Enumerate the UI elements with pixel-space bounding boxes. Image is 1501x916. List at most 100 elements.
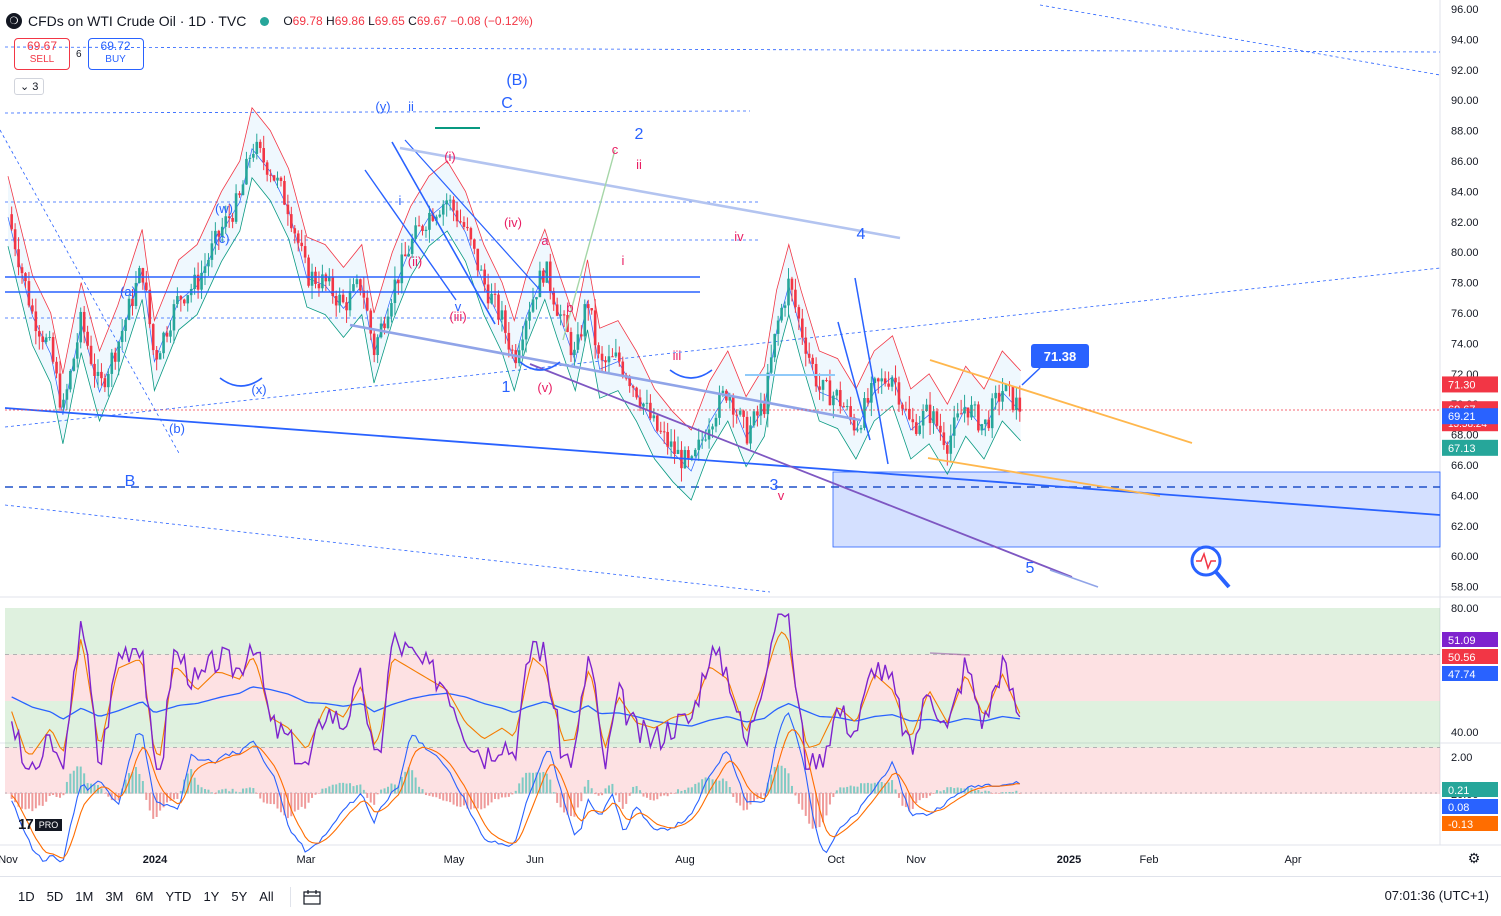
candle-body bbox=[217, 230, 221, 237]
time-axis-label: May bbox=[444, 854, 465, 866]
macd-histogram-bar bbox=[138, 773, 141, 794]
macd-value-text: -0.13 bbox=[1448, 819, 1473, 831]
candle-body bbox=[749, 425, 752, 444]
candle-body bbox=[659, 430, 663, 432]
timeframe-1m[interactable]: 1M bbox=[75, 889, 94, 904]
macd-histogram-bar bbox=[697, 782, 700, 794]
candle-body bbox=[200, 272, 203, 290]
macd-histogram-bar bbox=[34, 793, 37, 809]
timeframe-5y[interactable]: 5Y bbox=[231, 889, 248, 904]
timeframe-1d[interactable]: 1D bbox=[18, 889, 35, 904]
timeframe-1y[interactable]: 1Y bbox=[203, 889, 220, 904]
macd-value-tag bbox=[1442, 799, 1498, 814]
candle-body bbox=[908, 408, 911, 420]
sell-button[interactable]: 69.67 SELL bbox=[14, 38, 70, 70]
macd-histogram-bar bbox=[673, 793, 676, 794]
macd-histogram-bar bbox=[507, 793, 510, 797]
clock-timezone[interactable]: 07:01:36 (UTC+1) bbox=[1384, 888, 1489, 903]
macd-histogram-bar bbox=[542, 771, 545, 794]
calendar-range-icon[interactable] bbox=[301, 888, 323, 906]
wave-label: (B) bbox=[506, 72, 527, 89]
candle-body bbox=[500, 310, 504, 320]
macd-histogram-bar bbox=[286, 793, 289, 819]
channel-dotted-line bbox=[1039, 4, 1441, 76]
symbol-title[interactable]: CFDs on WTI Crude Oil · 1D · TVC bbox=[28, 13, 247, 29]
divider bbox=[289, 886, 291, 907]
macd-histogram-bar bbox=[573, 793, 576, 817]
candle-body bbox=[738, 410, 742, 415]
macd-histogram-bar bbox=[307, 793, 310, 803]
candle-body bbox=[134, 282, 138, 307]
macd-histogram-bar bbox=[24, 793, 27, 810]
timeframe-5d[interactable]: 5D bbox=[46, 889, 64, 904]
buy-button[interactable]: 69.72 BUY bbox=[87, 38, 144, 70]
candle-body bbox=[693, 449, 697, 457]
channel-dotted-line bbox=[4, 110, 751, 114]
candle-body bbox=[842, 406, 846, 408]
candle-body bbox=[614, 352, 618, 357]
settings-gear-icon[interactable]: ⚙ bbox=[1467, 850, 1481, 866]
macd-histogram-bar bbox=[742, 793, 745, 811]
price-chart[interactable]: (B)C(y) ii(w)(c)(a)(x)(b)B12345iv(i)(ii)(… bbox=[0, 0, 1501, 876]
macd-histogram-bar bbox=[991, 793, 994, 794]
candle-body bbox=[258, 141, 262, 149]
candle-body bbox=[507, 332, 511, 350]
macd-histogram-bar bbox=[663, 793, 666, 796]
macd-histogram-bar bbox=[400, 776, 403, 794]
candle-body bbox=[20, 267, 24, 274]
time-axis-label: Feb bbox=[1140, 854, 1159, 866]
macd-histogram-bar bbox=[822, 793, 825, 823]
price-axis-tick: 88.00 bbox=[1451, 126, 1479, 138]
timeframe-all[interactable]: All bbox=[259, 889, 274, 904]
timeframe-ytd[interactable]: YTD bbox=[165, 889, 192, 904]
candle-body bbox=[631, 386, 635, 388]
candle-body bbox=[797, 307, 801, 319]
rsi-overbought-zone bbox=[5, 608, 1440, 655]
macd-histogram-bar bbox=[76, 766, 79, 794]
candle-body bbox=[82, 311, 86, 332]
macd-histogram-bar bbox=[435, 793, 438, 798]
candle-body bbox=[742, 410, 745, 417]
macd-histogram-bar bbox=[632, 786, 635, 794]
candle-body bbox=[262, 148, 265, 163]
candle-body bbox=[645, 402, 649, 404]
macd-histogram-bar bbox=[704, 777, 707, 794]
macd-histogram-bar bbox=[590, 788, 593, 794]
macd-histogram-bar bbox=[566, 793, 569, 815]
macd-histogram-bar bbox=[155, 793, 158, 817]
timeframe-3m[interactable]: 3M bbox=[105, 889, 124, 904]
macd-histogram-bar bbox=[421, 789, 424, 794]
macd-histogram-bar bbox=[276, 793, 279, 809]
macd-histogram-bar bbox=[787, 773, 790, 794]
price-axis-tick: 94.00 bbox=[1451, 34, 1479, 46]
macd-histogram-bar bbox=[784, 768, 787, 794]
indicators-collapse-button[interactable]: ⌄ 3 bbox=[14, 78, 45, 95]
price-axis-tick: 62.00 bbox=[1451, 521, 1479, 533]
candle-body bbox=[103, 378, 107, 388]
macd-histogram-bar bbox=[442, 793, 445, 801]
macd-histogram-bar bbox=[580, 793, 583, 802]
candle-body bbox=[172, 304, 176, 331]
candle-body bbox=[403, 254, 407, 257]
macd-histogram-bar bbox=[880, 782, 883, 794]
candle-body bbox=[445, 200, 448, 205]
price-axis-tick: 74.00 bbox=[1451, 338, 1479, 350]
macd-histogram-bar bbox=[269, 793, 272, 804]
candle-body bbox=[314, 271, 317, 285]
macd-histogram-bar bbox=[998, 793, 1001, 794]
candle-body bbox=[65, 389, 69, 400]
candle-body bbox=[763, 403, 766, 415]
macd-histogram-bar bbox=[611, 783, 614, 794]
channel-dotted-line bbox=[0, 129, 181, 456]
candle-body bbox=[504, 310, 507, 333]
wave-label: 3 bbox=[770, 477, 779, 494]
candle-body bbox=[207, 259, 210, 267]
timeframe-6m[interactable]: 6M bbox=[135, 889, 154, 904]
candle-body bbox=[873, 378, 877, 384]
candle-body bbox=[448, 199, 452, 201]
price-axis-tick: 76.00 bbox=[1451, 308, 1479, 320]
candle-body bbox=[569, 331, 573, 356]
candle-body bbox=[849, 406, 852, 418]
macd-histogram-bar bbox=[859, 783, 862, 794]
spread-value: 6 bbox=[76, 48, 82, 60]
